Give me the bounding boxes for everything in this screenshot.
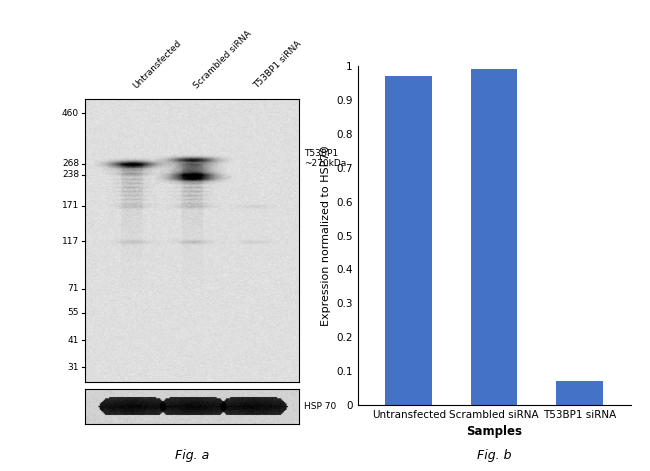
Bar [385,76,432,405]
Text: Fig. b: Fig. b [476,448,512,462]
Text: 41: 41 [68,336,79,345]
Text: 55: 55 [68,309,79,317]
Text: 31: 31 [68,363,79,372]
Text: Untransfected: Untransfected [131,39,183,91]
Bar [471,69,517,405]
Y-axis label: Expression normalized to HSP70: Expression normalized to HSP70 [320,145,331,326]
Text: 268: 268 [62,159,79,168]
Text: HSP 70: HSP 70 [304,402,337,411]
Text: Fig. a: Fig. a [175,448,209,462]
X-axis label: Samples: Samples [466,425,522,439]
Text: 117: 117 [62,237,79,246]
Text: 171: 171 [62,202,79,211]
Bar [556,382,603,405]
Text: Scrambled siRNA: Scrambled siRNA [192,30,253,91]
Text: 71: 71 [68,284,79,293]
Text: T53BP1
~270kDa: T53BP1 ~270kDa [304,149,346,168]
Text: 238: 238 [62,170,79,179]
Text: 460: 460 [62,108,79,118]
Text: T53BP1 siRNA: T53BP1 siRNA [252,40,304,91]
